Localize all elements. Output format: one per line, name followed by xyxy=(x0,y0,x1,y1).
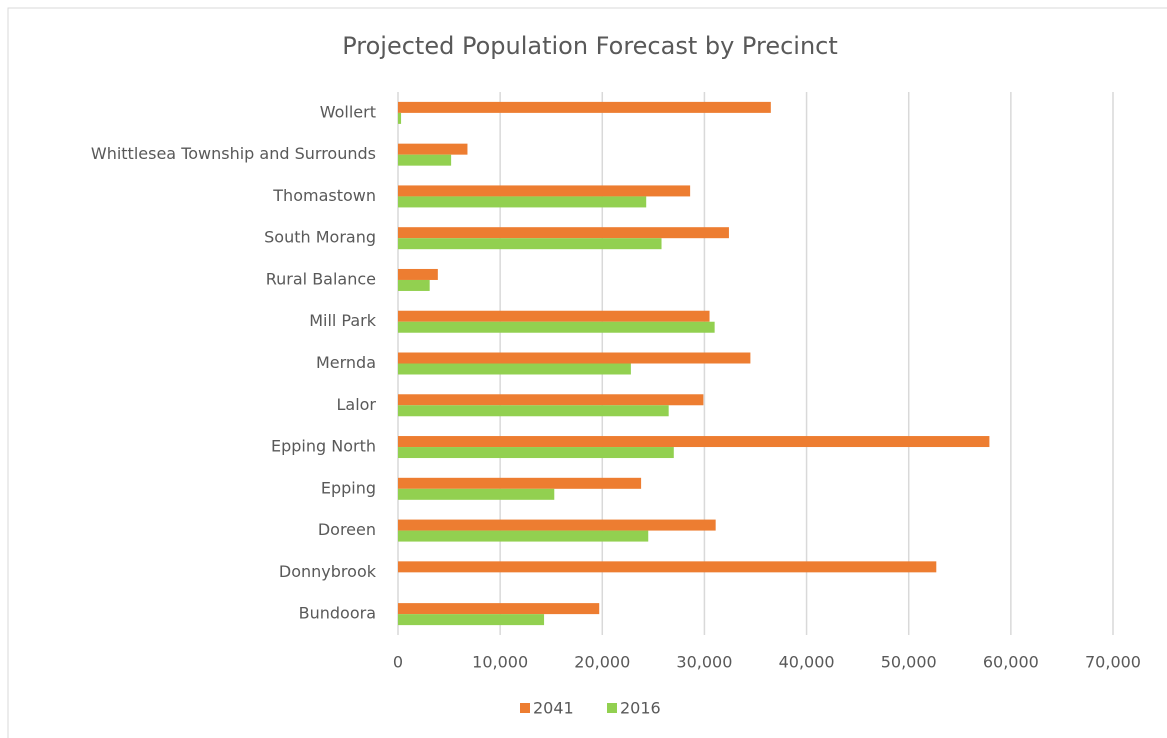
x-tick-label: 10,000 xyxy=(472,653,528,672)
bar xyxy=(398,603,600,615)
y-tick-label: South Morang xyxy=(264,228,376,247)
bar xyxy=(398,477,642,489)
bar xyxy=(398,352,751,364)
x-tick-label: 70,000 xyxy=(1085,653,1141,672)
bar xyxy=(398,185,691,197)
bar xyxy=(398,238,662,250)
bar xyxy=(398,227,729,239)
bar xyxy=(398,436,990,448)
legend-swatch xyxy=(520,703,530,713)
bar xyxy=(398,519,716,531)
bar xyxy=(398,310,710,322)
y-tick-label: Doreen xyxy=(318,520,376,539)
x-tick-label: 40,000 xyxy=(779,653,835,672)
y-tick-label: Thomastown xyxy=(272,186,376,205)
bar xyxy=(398,196,647,208)
bar xyxy=(398,279,430,291)
bar xyxy=(398,530,649,542)
x-tick-label: 60,000 xyxy=(983,653,1039,672)
x-tick-label: 0 xyxy=(393,653,403,672)
bar xyxy=(398,447,674,459)
y-tick-label: Bundoora xyxy=(299,604,376,623)
bar xyxy=(398,101,771,113)
bar xyxy=(398,112,402,124)
y-tick-label: Epping North xyxy=(271,437,376,456)
bar xyxy=(398,405,669,417)
x-tick-label: 50,000 xyxy=(881,653,937,672)
x-tick-label: 20,000 xyxy=(574,653,630,672)
y-tick-label: Whittlesea Township and Surrounds xyxy=(91,144,376,163)
bar xyxy=(398,143,468,155)
bar xyxy=(398,561,937,573)
bar xyxy=(398,614,545,626)
legend-label: 2016 xyxy=(620,699,661,718)
bar xyxy=(398,268,438,280)
y-tick-label: Mill Park xyxy=(309,311,377,330)
bar xyxy=(398,363,631,375)
bar xyxy=(398,154,452,166)
x-tick-label: 30,000 xyxy=(676,653,732,672)
bar xyxy=(398,394,704,406)
legend-label: 2041 xyxy=(533,699,574,718)
y-tick-label: Rural Balance xyxy=(266,269,376,288)
y-tick-label: Wollert xyxy=(320,102,376,121)
y-tick-label: Epping xyxy=(321,478,376,497)
bar xyxy=(398,488,555,500)
y-tick-label: Mernda xyxy=(316,353,376,372)
y-tick-label: Donnybrook xyxy=(279,562,377,581)
y-tick-label: Lalor xyxy=(336,395,376,414)
bar xyxy=(398,321,715,333)
legend-swatch xyxy=(607,703,617,713)
chart-title: Projected Population Forecast by Precinc… xyxy=(342,32,838,60)
